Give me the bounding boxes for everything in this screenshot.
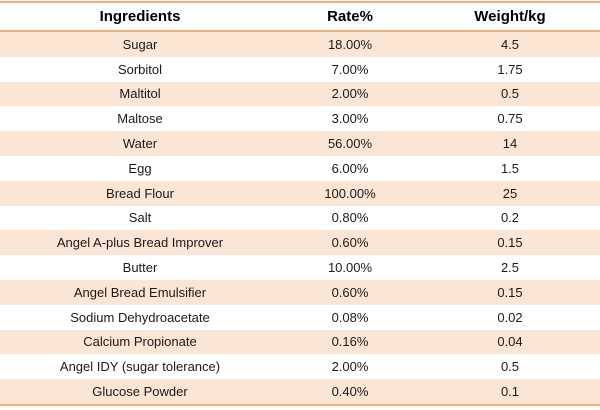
cell-rate: 100.00% xyxy=(324,185,376,201)
cell-weight: 25 xyxy=(502,185,518,201)
cell-ingredient: Water xyxy=(122,136,158,152)
cell-weight: 0.75 xyxy=(497,111,523,127)
cell-ingredient: Calcium Propionate xyxy=(83,334,197,350)
table-body: Sugar 18.00% 4.5 Sorbitol 7.00% 1.75 Maltitol 2… xyxy=(0,31,600,404)
cell-weight: 0.15 xyxy=(497,235,523,251)
table-row: Water 56.00% 14 xyxy=(0,131,600,156)
cell-weight: 2.5 xyxy=(500,260,520,276)
cell-rate: 0.80% xyxy=(331,210,369,226)
cell-rate: 0.16% xyxy=(331,334,369,350)
cell-ingredient: Butter xyxy=(122,260,158,276)
header-rate: Rate% xyxy=(280,3,420,32)
header-weight: Weight/kg xyxy=(420,3,600,32)
header-row: Ingredients Rate% Weight/kg xyxy=(0,3,600,32)
cell-weight: 0.15 xyxy=(497,284,523,300)
cell-weight: 0.5 xyxy=(500,359,520,375)
cell-rate: 0.08% xyxy=(331,309,369,325)
cell-ingredient: Maltitol xyxy=(119,86,161,102)
header-ingredients: Ingredients xyxy=(0,3,280,32)
cell-weight: 1.5 xyxy=(500,160,520,176)
cell-ingredient: Sorbitol xyxy=(117,61,163,77)
cell-weight: 0.2 xyxy=(500,210,520,226)
table-row: Bread Flour 100.00% 25 xyxy=(0,180,600,206)
cell-rate: 0.40% xyxy=(331,384,369,400)
table-row: Angel IDY (sugar tolerance) 2.00% 0.5 xyxy=(0,354,600,380)
table-row: Butter 10.00% 2.5 xyxy=(0,255,600,280)
cell-rate: 3.00% xyxy=(331,111,369,127)
cell-ingredient: Angel IDY (sugar tolerance) xyxy=(59,359,221,375)
table-row: Sorbitol 7.00% 1.75 xyxy=(0,56,600,82)
table-row: Sodium Dehydroacetate 0.08% 0.02 xyxy=(0,304,600,330)
cell-rate: 6.00% xyxy=(331,160,369,176)
cell-weight: 1.75 xyxy=(497,61,523,77)
cell-ingredient: Egg xyxy=(128,160,152,176)
table-row: Calcium Propionate 0.16% 0.04 xyxy=(0,329,600,355)
cell-ingredient: Glucose Powder xyxy=(92,384,188,400)
cell-rate: 18.00% xyxy=(327,36,373,52)
table-row: Glucose Powder 0.40% 0.1 xyxy=(0,379,600,404)
cell-ingredient: Bread Flour xyxy=(106,185,174,201)
table-row: Maltitol 2.00% 0.5 xyxy=(0,81,600,107)
cell-ingredient: Salt xyxy=(128,210,152,226)
table-row: Angel A-plus Bread Improver 0.60% 0.15 xyxy=(0,230,600,256)
cell-ingredient: Angel A-plus Bread Improver xyxy=(56,235,224,251)
table-row: Maltose 3.00% 0.75 xyxy=(0,106,600,132)
cell-rate: 7.00% xyxy=(331,61,369,77)
cell-rate: 2.00% xyxy=(331,86,369,102)
cell-ingredient: Sugar xyxy=(122,36,158,52)
cell-rate: 0.60% xyxy=(331,235,369,251)
cell-ingredient: Sodium Dehydroacetate xyxy=(70,309,210,325)
cell-rate: 0.60% xyxy=(331,284,369,300)
table-row: Salt 0.80% 0.2 xyxy=(0,205,600,231)
cell-ingredient: Maltose xyxy=(117,111,163,127)
cell-ingredient: Angel Bread Emulsifier xyxy=(73,284,207,300)
cell-weight: 0.04 xyxy=(497,334,523,350)
table-row: Sugar 18.00% 4.5 xyxy=(0,31,600,57)
table-row: Egg 6.00% 1.5 xyxy=(0,155,600,181)
cell-rate: 10.00% xyxy=(327,260,373,276)
ingredients-table: Ingredients Rate% Weight/kg Sugar 18.00% 4… xyxy=(0,3,600,404)
cell-weight: 0.5 xyxy=(500,86,520,102)
cell-rate: 2.00% xyxy=(331,359,369,375)
table-row: Angel Bread Emulsifier 0.60% 0.15 xyxy=(0,279,600,305)
cell-rate: 56.00% xyxy=(327,136,373,152)
cell-weight: 4.5 xyxy=(500,36,520,52)
table-header: Ingredients Rate% Weight/kg xyxy=(0,3,600,32)
cell-weight: 14 xyxy=(502,136,518,152)
cell-weight: 0.02 xyxy=(497,309,523,325)
cell-weight: 0.1 xyxy=(500,384,520,400)
